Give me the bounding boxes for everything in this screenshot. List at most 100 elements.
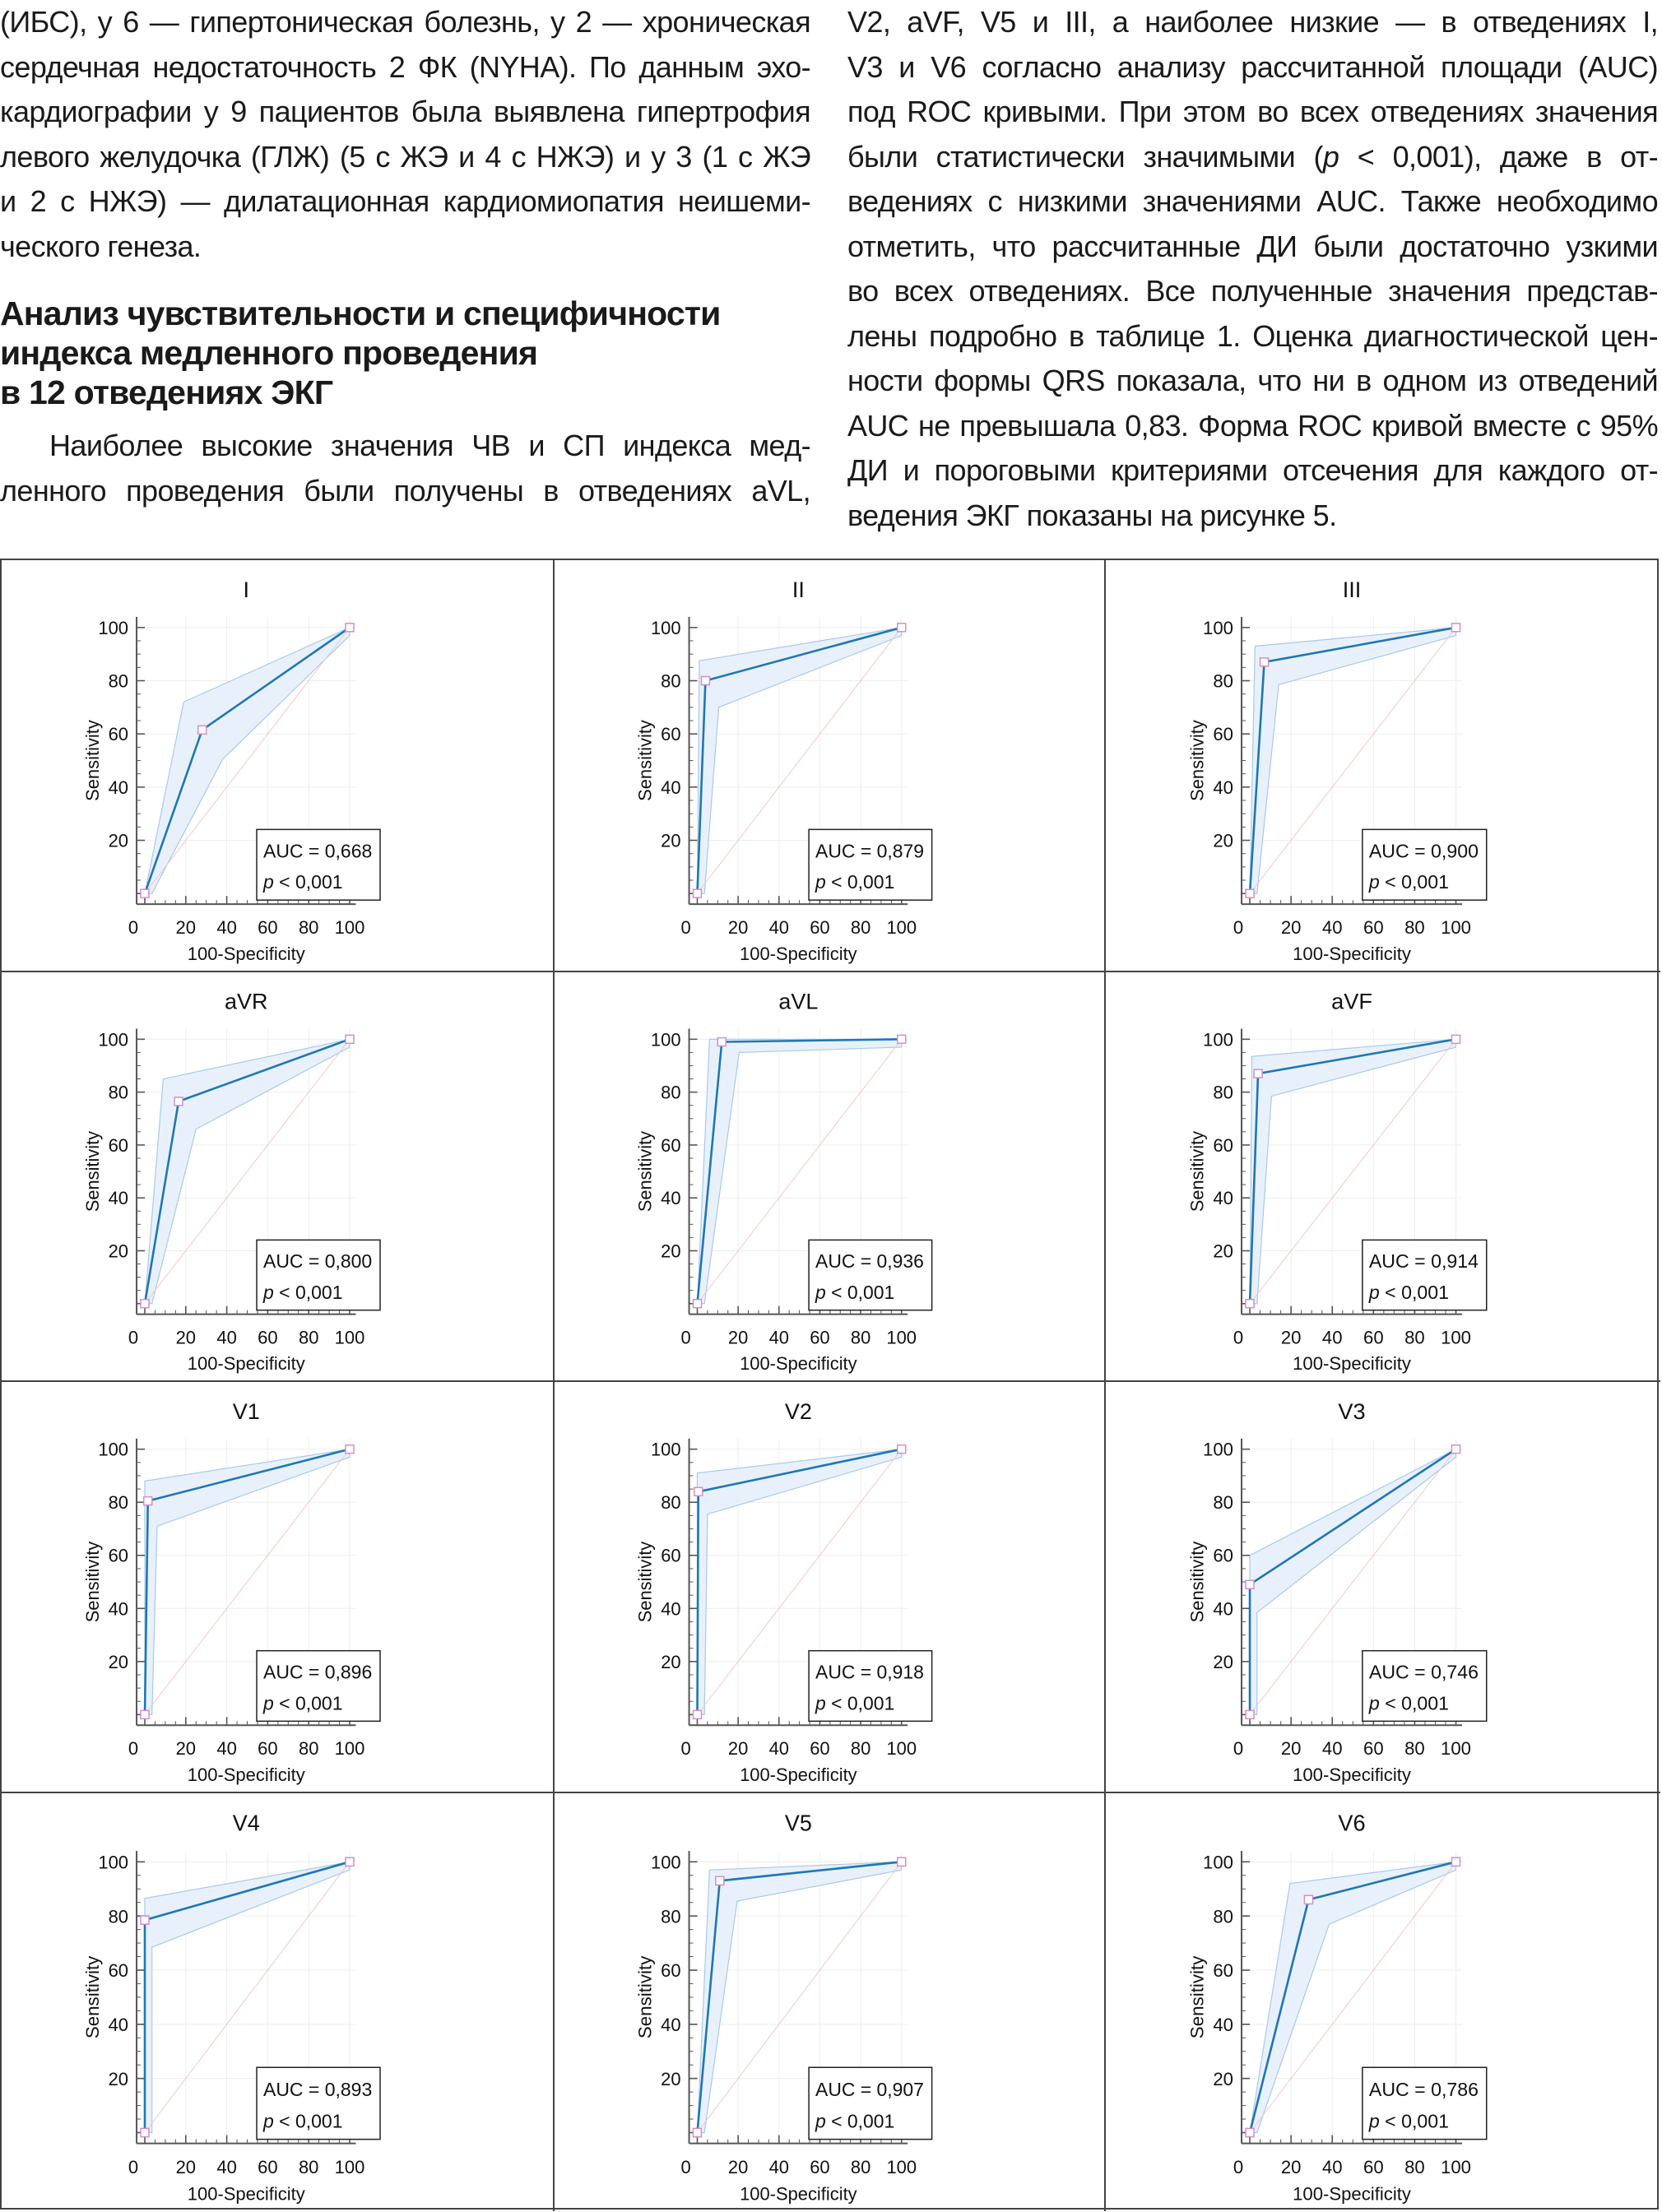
x-axis-label: 100-Specificity (740, 1764, 857, 1785)
roc-chart-v6: V6 0 20 40 60 80 100 20 40 60 80 100 100-Specificity… (1187, 1811, 1488, 2205)
y-tick-label: 80 (109, 1492, 128, 1513)
roc-point-marker (1259, 657, 1270, 667)
roc-point-marker (140, 1915, 150, 1925)
x-tick-label: 40 (216, 1738, 236, 1759)
x-tick-label: 0 (128, 2157, 138, 2177)
p-symbol: p (1368, 1282, 1380, 1303)
reference-diagonal (144, 1039, 351, 1305)
y-tick-label: 40 (1213, 1598, 1233, 1619)
text-line: сердечная недостаточность 2 ФК (NYHA). П… (0, 49, 811, 84)
x-tick-label: 80 (1404, 1738, 1425, 1759)
roc-point-marker (140, 888, 150, 898)
y-tick-label: 100 (98, 1029, 128, 1050)
chart-title: V3 (1338, 1399, 1365, 1424)
p-threshold: < 0,001 (274, 871, 343, 893)
x-tick-label: 20 (728, 1738, 748, 1759)
x-tick-label: 40 (769, 917, 789, 938)
p-threshold: < 0,001 (826, 1282, 894, 1303)
x-tick-label: 0 (680, 2157, 690, 2177)
roc-point-marker (174, 1097, 183, 1106)
x-axis-label: 100-Specificity (740, 1353, 857, 1374)
p-value: p < 0,001 (815, 871, 894, 893)
y-tick-label: 40 (109, 777, 128, 798)
right-text-column: V2, aVF, V5 и III, а наиболее низкие — в… (847, 0, 1659, 538)
p-value: p < 0,001 (262, 2110, 343, 2131)
y-tick-label: 100 (651, 1440, 681, 1460)
reference-diagonal (144, 1449, 351, 1715)
y-tick-label: 60 (661, 1135, 680, 1156)
x-tick-label: 100 (886, 1738, 917, 1759)
y-tick-label: 60 (109, 1960, 128, 1981)
heading-line: Анализ чувствительности и специфичности (0, 294, 721, 332)
roc-chart-i: I 0 20 40 60 80 100 20 40 60 80 100 100-Specificity S… (82, 577, 381, 964)
text-line: ведениях с низкими значениями AUC. Также… (847, 184, 1659, 218)
x-tick-label: 20 (1281, 1327, 1302, 1347)
x-tick-label: 80 (299, 1738, 318, 1759)
x-tick-label: 40 (216, 2157, 236, 2177)
p-value: p < 0,001 (1368, 2110, 1449, 2131)
y-tick-label: 40 (109, 1598, 128, 1619)
y-tick-label: 20 (109, 1240, 128, 1261)
y-tick-label: 60 (661, 724, 680, 744)
y-tick-label: 20 (661, 1652, 680, 1672)
y-axis-label: Sensitivity (635, 720, 656, 801)
x-tick-label: 60 (258, 1738, 277, 1759)
p-threshold: < 0,001 (1380, 871, 1449, 893)
chart-title: aVL (778, 990, 818, 1014)
roc-point-marker (197, 725, 207, 735)
heading-line: индекса медленного проведения (0, 334, 538, 372)
y-tick-label: 20 (661, 830, 680, 851)
reference-diagonal (697, 1862, 903, 2133)
confidence-band (144, 1861, 351, 2134)
roc-chart-ii: II 0 20 40 60 80 100 20 40 60 80 100 100-Specificity… (635, 577, 933, 964)
y-tick-label: 20 (109, 1652, 128, 1672)
reference-diagonal (144, 1862, 351, 2133)
x-tick-label: 60 (258, 1327, 277, 1347)
x-tick-label: 20 (176, 2157, 196, 2177)
confidence-band (696, 1861, 903, 2134)
y-tick-label: 40 (661, 2015, 680, 2035)
text-line: под ROC кривыми. При этом во всех отведе… (847, 95, 1659, 128)
auc-legend-box (256, 2066, 381, 2140)
p-threshold: < 0,001 (1380, 1693, 1449, 1714)
roc-chart-avr: aVR 0 20 40 60 80 100 20 40 60 80 100 100-Specificit… (82, 990, 381, 1374)
paragraph-patients: (ИБС), у 6 — гипертоническая болезнь, у … (0, 0, 811, 269)
x-tick-label: 0 (128, 917, 138, 938)
confidence-band (1249, 627, 1457, 894)
p-threshold: < 0,001 (274, 2110, 343, 2131)
x-tick-label: 40 (769, 1327, 789, 1347)
auc-value: AUC = 0,668 (263, 840, 372, 861)
x-tick-label: 80 (851, 917, 870, 938)
x-tick-label: 20 (728, 917, 748, 938)
x-tick-label: 60 (1363, 917, 1384, 938)
y-tick-label: 100 (1203, 1852, 1233, 1872)
p-value: p < 0,001 (1368, 1693, 1449, 1714)
auc-legend-box (1362, 2066, 1488, 2140)
roc-point-marker (345, 1444, 355, 1454)
y-tick-label: 100 (651, 1029, 681, 1050)
p-symbol: p (815, 871, 826, 893)
y-tick-label: 20 (109, 2069, 128, 2089)
x-axis-label: 100-Specificity (1293, 944, 1411, 964)
roc-panel-v6: V6 0 20 40 60 80 100 20 40 60 80 100 100-Specificity… (1106, 1793, 1660, 2211)
y-tick-label: 80 (1213, 1906, 1233, 1927)
roc-point-marker (897, 1034, 907, 1045)
y-tick-label: 60 (661, 1960, 680, 1981)
auc-value: AUC = 0,786 (1369, 2079, 1479, 2100)
x-tick-label: 60 (258, 917, 277, 938)
roc-chart-iii: III 0 20 40 60 80 100 20 40 60 80 100 100-Specificit… (1187, 577, 1488, 964)
x-tick-label: 0 (128, 1738, 138, 1759)
y-tick-label: 80 (1213, 1492, 1233, 1513)
y-tick-label: 80 (109, 671, 128, 692)
roc-point-marker (1451, 1034, 1461, 1045)
p-value: p < 0,001 (1368, 871, 1449, 893)
x-tick-label: 0 (1233, 917, 1243, 938)
x-axis-label: 100-Specificity (188, 944, 305, 964)
reference-diagonal (697, 627, 903, 894)
x-tick-label: 40 (769, 2157, 789, 2177)
p-value: p < 0,001 (815, 2110, 894, 2131)
roc-point-marker (345, 1857, 355, 1867)
y-tick-label: 60 (109, 1546, 128, 1566)
p-value: p < 0,001 (1368, 1282, 1449, 1303)
text-line: левого желудочка (ГЛЖ) (5 с ЖЭ и 4 с НЖЭ… (0, 139, 811, 174)
